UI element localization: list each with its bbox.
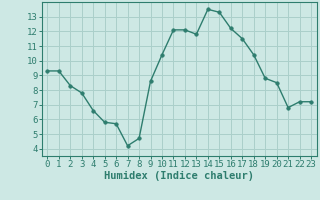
- X-axis label: Humidex (Indice chaleur): Humidex (Indice chaleur): [104, 171, 254, 181]
